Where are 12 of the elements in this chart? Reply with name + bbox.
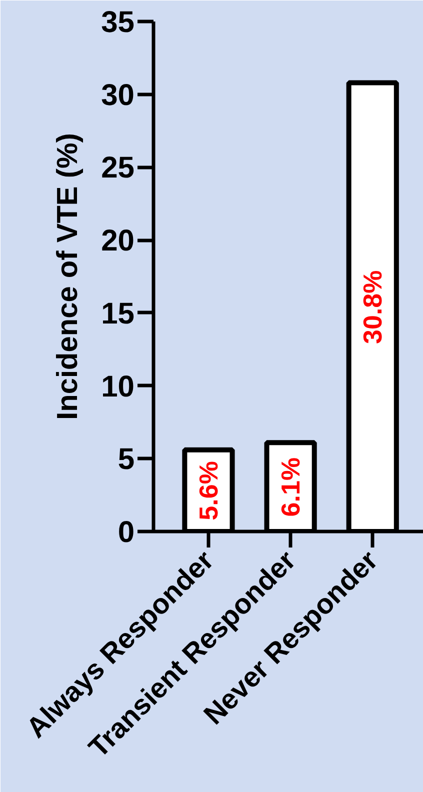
y-tick-label: 5 — [118, 443, 135, 476]
y-tick-label: 20 — [101, 224, 135, 258]
data-label: 5.6% — [193, 461, 224, 520]
y-axis-title: Incidence of VTE (%) — [52, 133, 84, 420]
y-tick-label: 30 — [101, 78, 135, 112]
data-label: 6.1% — [276, 457, 306, 517]
y-tick-label: 25 — [101, 152, 135, 185]
y-tick-label: 35 — [101, 6, 135, 39]
data-label: 30.8% — [358, 270, 388, 344]
y-tick-label: 0 — [118, 516, 135, 549]
y-tick-label: 10 — [101, 370, 135, 404]
y-tick-label: 15 — [101, 297, 135, 330]
